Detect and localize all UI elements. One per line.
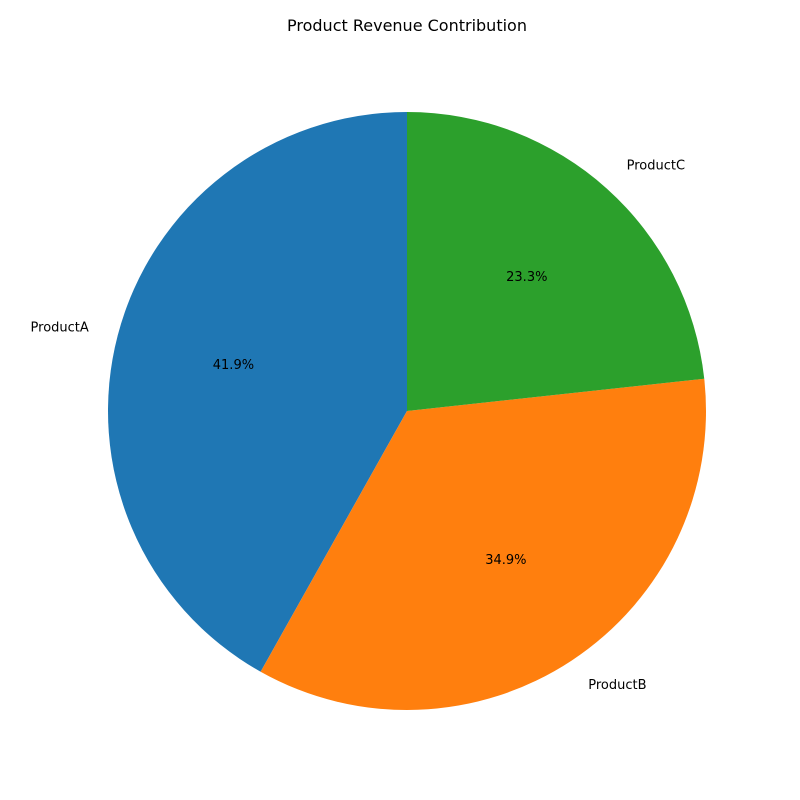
slice-label-producta: ProductA — [31, 320, 89, 335]
slice-label-productb: ProductB — [588, 678, 646, 693]
percent-label-productc: 23.3% — [506, 270, 547, 285]
pie-slice-productb — [260, 378, 707, 711]
pie-slice-productc — [407, 112, 705, 411]
pie-slices — [108, 112, 707, 711]
pie-labels: ProductA 41.9% ProductB 34.9% ProductC 23.3% — [31, 159, 686, 693]
percent-label-productb: 34.9% — [485, 553, 526, 568]
percent-label-producta: 41.9% — [213, 358, 254, 373]
slice-label-productc: ProductC — [627, 159, 685, 174]
pie-slice-producta — [108, 112, 407, 672]
chart-title: Product Revenue Contribution — [287, 16, 527, 35]
